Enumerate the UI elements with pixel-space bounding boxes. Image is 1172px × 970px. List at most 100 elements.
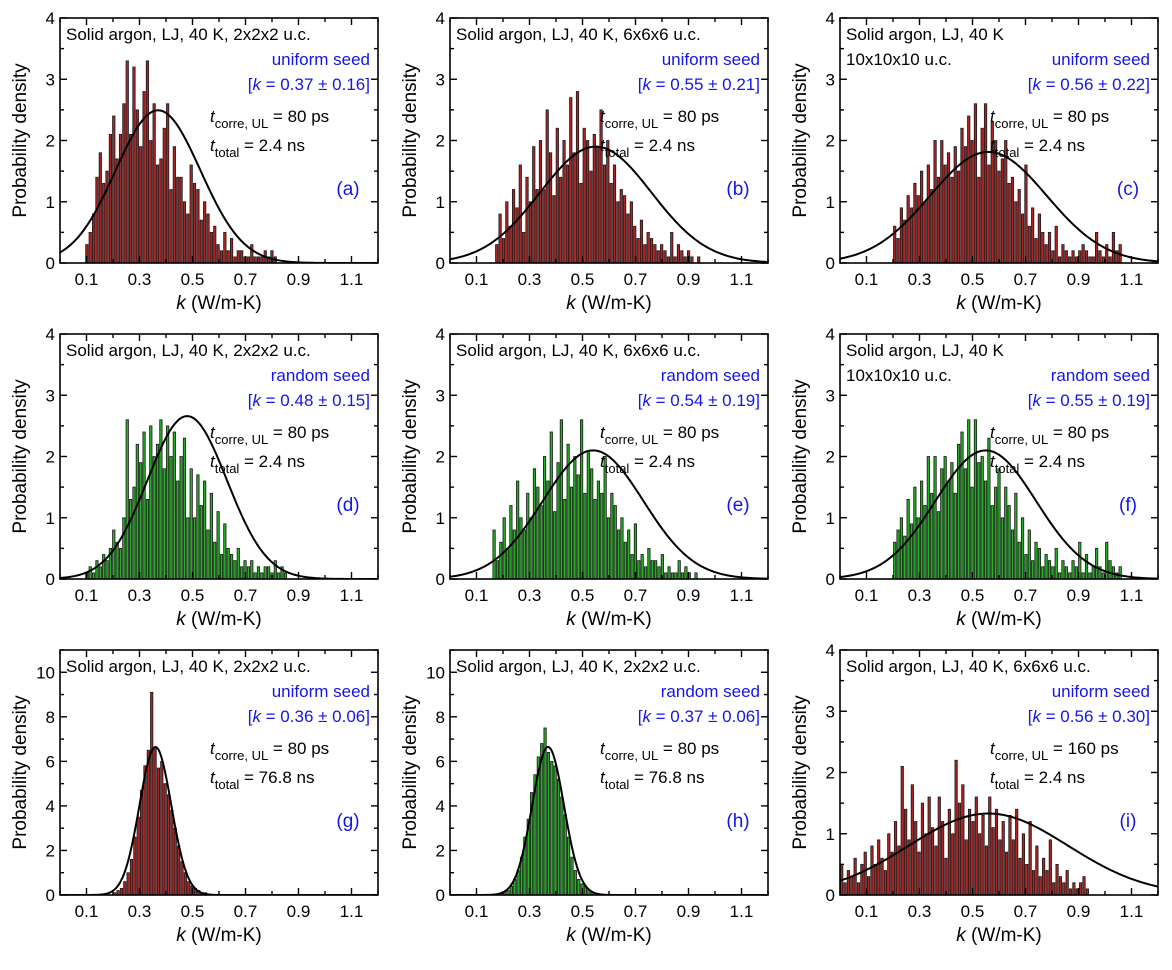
bar [240, 566, 244, 579]
bar [954, 759, 958, 895]
bar [951, 833, 955, 895]
k-symbol: k [642, 391, 652, 410]
bar [219, 250, 224, 263]
bar [988, 796, 992, 895]
bar [950, 176, 954, 263]
bar [896, 529, 900, 579]
y-tick-label: 1 [436, 193, 445, 212]
y-tick-label: 4 [436, 797, 445, 816]
bar [984, 845, 988, 895]
t-corre-subscript: corre, UL [995, 432, 1048, 447]
bar [586, 140, 590, 263]
bar [199, 219, 203, 263]
t-total-label: ttotal = 2.4 ns [990, 136, 1085, 160]
bar [142, 431, 146, 579]
bar [250, 244, 254, 263]
bar [983, 480, 988, 579]
histogram-bars [503, 727, 594, 895]
bar [1068, 888, 1073, 895]
bar [542, 189, 546, 263]
bar [643, 566, 648, 579]
bar [980, 456, 984, 579]
bar [545, 109, 549, 263]
bar [900, 765, 904, 895]
bar [612, 164, 617, 263]
bar [953, 146, 957, 263]
bar [149, 425, 153, 579]
bar [135, 443, 139, 579]
x-tick-label: 0.3 [908, 270, 932, 289]
bar [277, 572, 281, 579]
bar [667, 566, 671, 579]
bar [1042, 857, 1046, 895]
x-tick-label: 0.9 [1067, 270, 1091, 289]
y-tick-label: 4 [826, 641, 835, 660]
bar [1010, 176, 1015, 263]
t-symbol: t [600, 452, 606, 471]
panel-title-line: Solid argon, LJ, 40 K, 2x2x2 u.c. [66, 657, 311, 676]
seed-label: uniform seed [662, 50, 760, 69]
histogram-bars [840, 759, 1089, 895]
bar [189, 164, 193, 263]
bar [1035, 845, 1039, 895]
bar [1007, 505, 1011, 579]
bar [250, 560, 254, 579]
bar [189, 468, 193, 579]
bar [974, 796, 978, 895]
t-symbol: t [210, 768, 216, 787]
bar [877, 839, 881, 895]
bar [553, 765, 557, 895]
bar [1055, 863, 1059, 895]
bar [546, 480, 550, 579]
bar [172, 431, 176, 579]
y-tick-label: 0 [826, 570, 835, 589]
bar [112, 115, 116, 263]
k-value-text: = 0.54 ± 0.19] [651, 391, 760, 410]
x-tick-label: 0.5 [961, 902, 985, 921]
bar [684, 566, 688, 579]
bar [1017, 189, 1021, 263]
bar [660, 244, 664, 263]
bar [1000, 517, 1004, 579]
bar [92, 572, 96, 579]
bar [639, 219, 644, 263]
bar [994, 486, 998, 579]
y-tick-label: 3 [46, 386, 55, 405]
k-value: [k = 0.55 ± 0.19] [1028, 391, 1150, 410]
k-open-bracket: [ [248, 391, 253, 410]
t-total-label: ttotal = 76.8 ns [210, 768, 314, 792]
x-tick-label: 0.1 [75, 902, 99, 921]
x-tick-label: 0.5 [571, 270, 595, 289]
x-tick-label: 0.7 [1014, 586, 1038, 605]
bar [997, 468, 1001, 579]
panel-a: 0.1 0.3 0.5 0.7 0.9 1.1 0 1 2 3 4 k (W/m-K) Probabil… [10, 9, 379, 314]
bar [243, 560, 247, 579]
t-total-label: ttotal = 2.4 ns [210, 136, 305, 160]
k-open-bracket: [ [1028, 707, 1033, 726]
bar [516, 480, 520, 579]
y-tick-label: 0 [436, 886, 445, 905]
panel-label: (b) [726, 179, 749, 200]
t-corre-label: tcorre, UL = 80 ps [600, 739, 719, 763]
y-axis-label: Probability density [10, 695, 31, 850]
bar [539, 505, 543, 579]
bar [199, 505, 203, 579]
t-total-subscript: total [605, 777, 630, 792]
bar [1072, 882, 1076, 895]
y-tick-label: 1 [826, 193, 835, 212]
t-corre-subscript: corre, UL [995, 116, 1048, 131]
bar [843, 882, 847, 895]
t-corre-label: tcorre, UL = 80 ps [210, 423, 329, 447]
bar [600, 492, 604, 579]
k-value: [k = 0.37 ± 0.16] [248, 75, 370, 94]
bar [505, 547, 510, 579]
bar [570, 856, 574, 895]
t-total-value: = 2.4 ns [239, 136, 305, 155]
bar [123, 881, 127, 895]
bar [1027, 529, 1031, 579]
bar [676, 244, 681, 263]
x-tick-label: 0.5 [571, 902, 595, 921]
bar [1101, 256, 1105, 263]
k-value-text: = 0.37 ± 0.06] [651, 707, 760, 726]
t-symbol: t [210, 136, 216, 155]
